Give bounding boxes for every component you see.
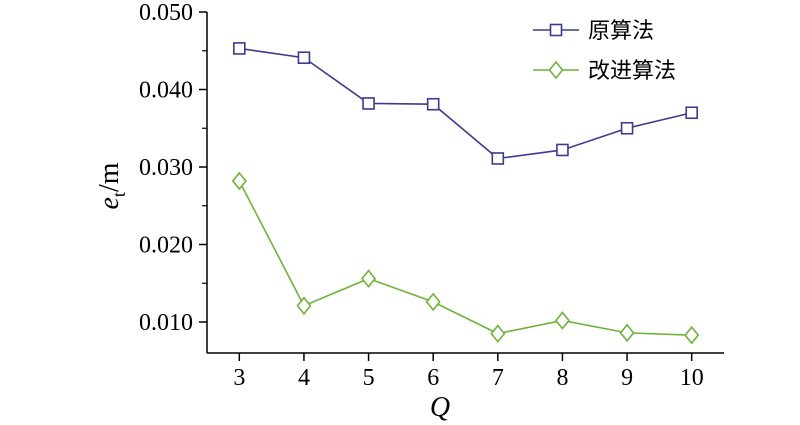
series-1 [233, 42, 698, 165]
series-1-line [239, 47, 692, 160]
series-1-point [426, 97, 440, 111]
series-1-point [297, 51, 311, 65]
series-1-point [556, 143, 569, 157]
series-2-point [684, 325, 700, 345]
series-layer [231, 42, 700, 345]
series-2-point [361, 269, 377, 288]
y-tick-label: 0.040 [139, 78, 193, 104]
x-axis-title: Q [430, 392, 450, 423]
legend-marker [549, 23, 563, 37]
y-axis-title-main: e [94, 197, 125, 209]
svg-text:et/m: et/m [94, 162, 129, 209]
series-1-point [362, 97, 375, 110]
legend-label: 原算法 [588, 19, 654, 44]
series-1-point [685, 106, 698, 120]
y-tick-label: 0.030 [139, 155, 193, 181]
series-2 [231, 171, 700, 345]
y-axis-title-subscript: t [109, 192, 129, 197]
axes: 0.010 0.020 0.030 0.040 0.050 3 4 5 6 7 8 9 10 [139, 0, 724, 391]
x-tick-label: 7 [492, 365, 504, 391]
x-tick-label: 8 [556, 365, 568, 391]
x-tick-label: 4 [298, 365, 310, 391]
x-tick-label: 10 [680, 365, 704, 391]
series-2-point [619, 323, 635, 343]
series-1-point [620, 121, 634, 135]
legend-marker [548, 60, 564, 80]
x-tick-label: 6 [427, 365, 439, 391]
series-2-point [554, 311, 570, 330]
series-1-point [491, 152, 505, 165]
y-tick-label: 0.010 [139, 310, 193, 336]
series-2-line [238, 180, 692, 336]
y-axis-title: et/m [94, 162, 129, 209]
series-1-point [233, 42, 246, 55]
series-2-point [231, 171, 247, 191]
x-tick-label: 3 [233, 365, 245, 391]
x-tick-label: 9 [621, 365, 633, 391]
y-tick-label: 0.020 [139, 233, 193, 259]
legend-label: 改进算法 [588, 59, 676, 84]
y-tick-label: 0.050 [139, 0, 193, 26]
series-2-point [296, 296, 312, 315]
y-axis-title-unit: /m [94, 162, 125, 192]
series-2-point [490, 324, 506, 343]
x-tick-label: 5 [363, 365, 375, 391]
series-2-point [425, 292, 441, 312]
